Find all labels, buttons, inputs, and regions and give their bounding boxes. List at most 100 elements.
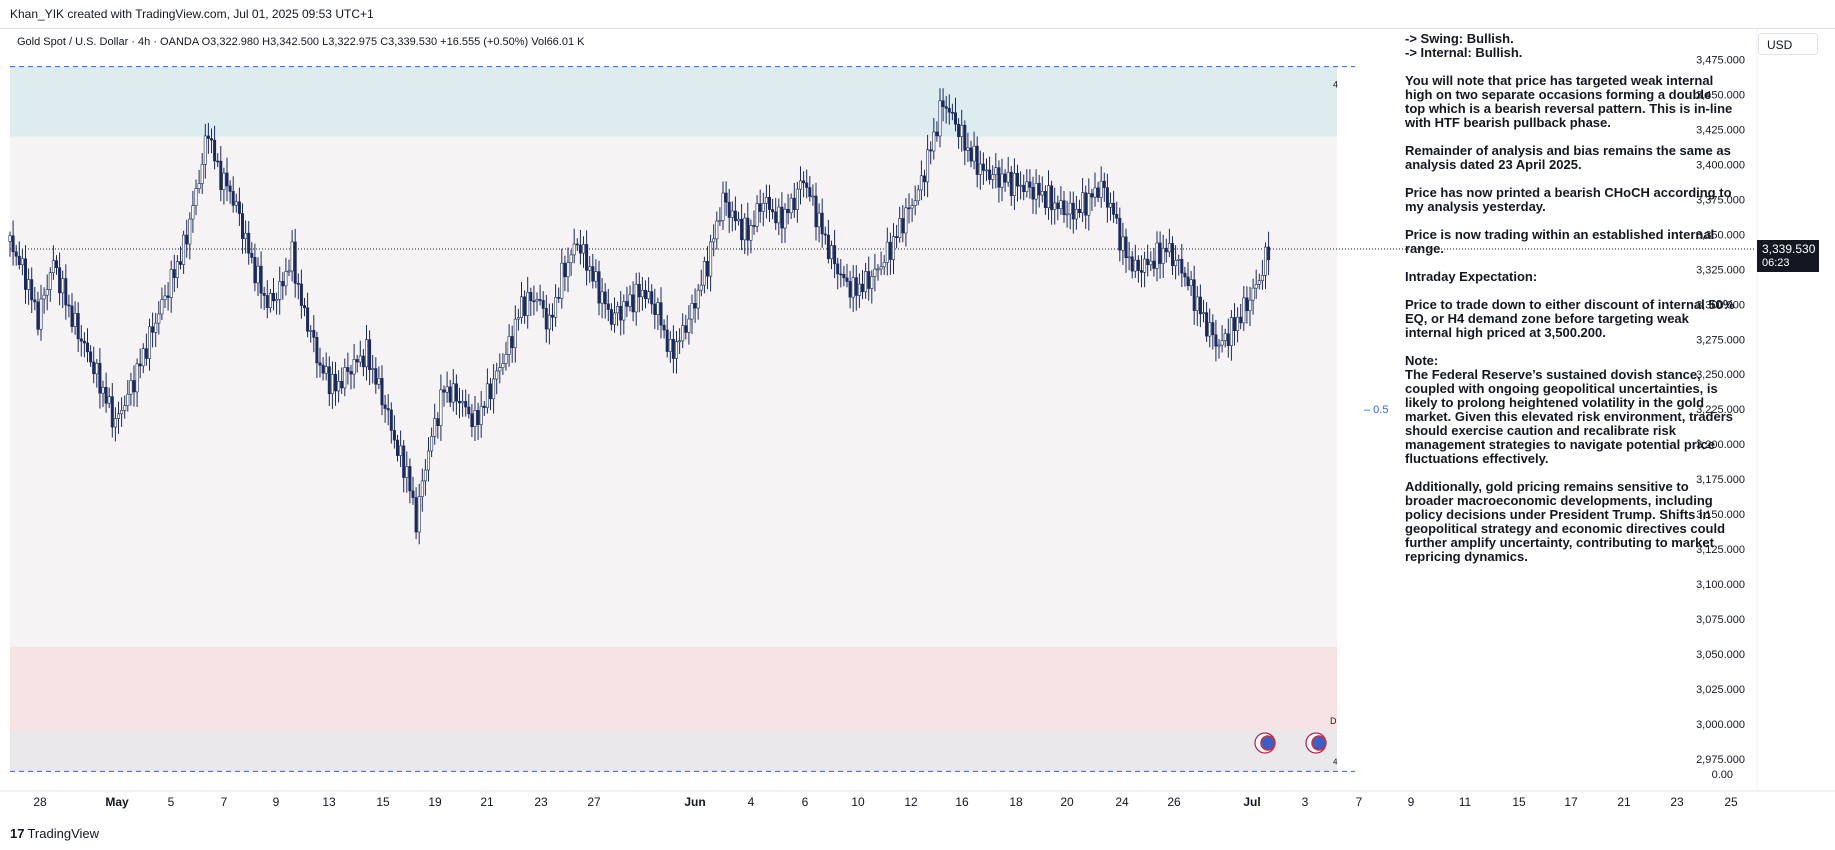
price-chart[interactable]: 4 D 4 – 0.5 3,475.000 3,450.000 3,425.000 3,400… bbox=[0, 29, 1835, 817]
candle-body bbox=[148, 326, 152, 359]
candle-body bbox=[144, 348, 148, 359]
candle-body bbox=[476, 410, 480, 425]
last-price-badge: 3,339.530 06:23 bbox=[1757, 240, 1819, 272]
x-axis-tick: 18 bbox=[1009, 795, 1023, 809]
currency-button[interactable]: USD bbox=[1758, 33, 1818, 55]
candle-body bbox=[1028, 181, 1032, 188]
candle-body bbox=[947, 108, 951, 113]
tradingview-logo[interactable]: 17 TradingView bbox=[10, 826, 99, 841]
candle-body bbox=[674, 341, 678, 359]
candle-body bbox=[244, 232, 248, 239]
y-axis-tick: 3,075.000 bbox=[1696, 614, 1745, 626]
candle-body bbox=[637, 283, 641, 298]
candle-body bbox=[538, 299, 542, 301]
y-axis-tick: 3,000.000 bbox=[1696, 719, 1745, 731]
candle-body bbox=[110, 396, 114, 428]
candle-body bbox=[1198, 296, 1202, 315]
candle-body bbox=[271, 293, 275, 302]
candle-body bbox=[234, 201, 238, 206]
candle-body bbox=[678, 340, 682, 343]
analysis-notes: -> Swing: Bullish. -> Internal: Bullish.… bbox=[1405, 32, 1735, 578]
candle-body bbox=[619, 305, 623, 321]
candle-body bbox=[1133, 259, 1137, 272]
candle-body bbox=[210, 138, 214, 141]
candle-body bbox=[1130, 256, 1134, 272]
zone-label-4: 4 bbox=[1333, 757, 1338, 766]
candle-body bbox=[712, 238, 716, 243]
eq-label: – 0.5 bbox=[1364, 404, 1388, 416]
candle-body bbox=[684, 325, 688, 333]
candle-body bbox=[485, 383, 489, 408]
candle-body bbox=[922, 175, 926, 183]
candle-body bbox=[123, 405, 127, 411]
candle-body bbox=[888, 241, 892, 260]
candle-body bbox=[733, 210, 737, 222]
demand-zone bbox=[10, 646, 1337, 730]
candle-body bbox=[975, 145, 979, 175]
candle-body bbox=[1062, 200, 1066, 215]
candle-body bbox=[324, 366, 328, 374]
candle-body bbox=[129, 380, 133, 395]
x-axis-tick: 15 bbox=[1512, 795, 1526, 809]
candle-body bbox=[504, 354, 508, 364]
candle-body bbox=[981, 163, 985, 171]
candle-body bbox=[346, 367, 350, 372]
candle-body bbox=[333, 373, 337, 392]
candle-body bbox=[1186, 276, 1190, 287]
candle-body bbox=[591, 266, 595, 282]
candle-body bbox=[417, 496, 421, 533]
candle-body bbox=[730, 210, 734, 218]
symbol-legend[interactable]: Gold Spot / U.S. Dollar · 4h · OANDA O3,… bbox=[17, 36, 585, 48]
candle-body bbox=[1078, 208, 1082, 214]
candle-body bbox=[1251, 287, 1255, 301]
candle-body bbox=[343, 367, 347, 389]
candle-body bbox=[1031, 187, 1035, 200]
candle-body bbox=[944, 106, 948, 109]
x-axis-tick: Jul bbox=[1243, 795, 1260, 809]
candle-body bbox=[870, 276, 874, 289]
candle-body bbox=[488, 383, 492, 400]
candle-body bbox=[1071, 202, 1075, 220]
y-axis-tick: 3,050.000 bbox=[1696, 649, 1745, 661]
candle-body bbox=[495, 370, 499, 380]
candle-body bbox=[386, 408, 390, 411]
candle-body bbox=[1047, 185, 1051, 209]
chart-area[interactable]: 4 D 4 – 0.5 3,475.000 3,450.000 3,425.000 3,400… bbox=[0, 29, 1835, 817]
candle-body bbox=[39, 298, 43, 330]
candle-body bbox=[876, 268, 880, 271]
candle-body bbox=[820, 212, 824, 235]
candle-body bbox=[1239, 316, 1243, 324]
candle-body bbox=[960, 124, 964, 137]
x-axis-tick: 9 bbox=[1408, 795, 1415, 809]
candle-body bbox=[938, 100, 942, 137]
candle-body bbox=[203, 135, 207, 165]
candle-body bbox=[1208, 322, 1212, 337]
candle-body bbox=[1112, 202, 1116, 215]
candle-body bbox=[501, 363, 505, 368]
candle-body bbox=[54, 260, 58, 268]
candle-body bbox=[126, 393, 130, 406]
candle-body bbox=[470, 413, 474, 427]
candle-body bbox=[532, 300, 536, 303]
candle-body bbox=[705, 261, 709, 277]
candle-body bbox=[957, 123, 961, 137]
candle-body bbox=[318, 362, 322, 366]
candle-body bbox=[402, 445, 406, 478]
attribution-bar: Khan_YIK created with TradingView.com, J… bbox=[0, 0, 1835, 29]
candle-body bbox=[795, 188, 799, 210]
x-axis-tick: 23 bbox=[534, 795, 548, 809]
candle-body bbox=[482, 405, 486, 408]
candle-body bbox=[1009, 171, 1013, 196]
candle-body bbox=[554, 297, 558, 318]
candle-body bbox=[312, 330, 316, 338]
candle-body bbox=[45, 289, 49, 296]
candle-body bbox=[448, 386, 452, 403]
candle-body bbox=[594, 271, 598, 282]
candle-body bbox=[702, 261, 706, 286]
candle-body bbox=[662, 324, 666, 331]
note-title: Note: bbox=[1405, 353, 1439, 368]
candle-body bbox=[761, 203, 765, 212]
candle-body bbox=[516, 317, 520, 320]
note-paragraph-7: The Federal Reserve’s sustained dovish s… bbox=[1405, 367, 1734, 466]
y-axis-tick: 3,400.000 bbox=[1696, 159, 1745, 171]
